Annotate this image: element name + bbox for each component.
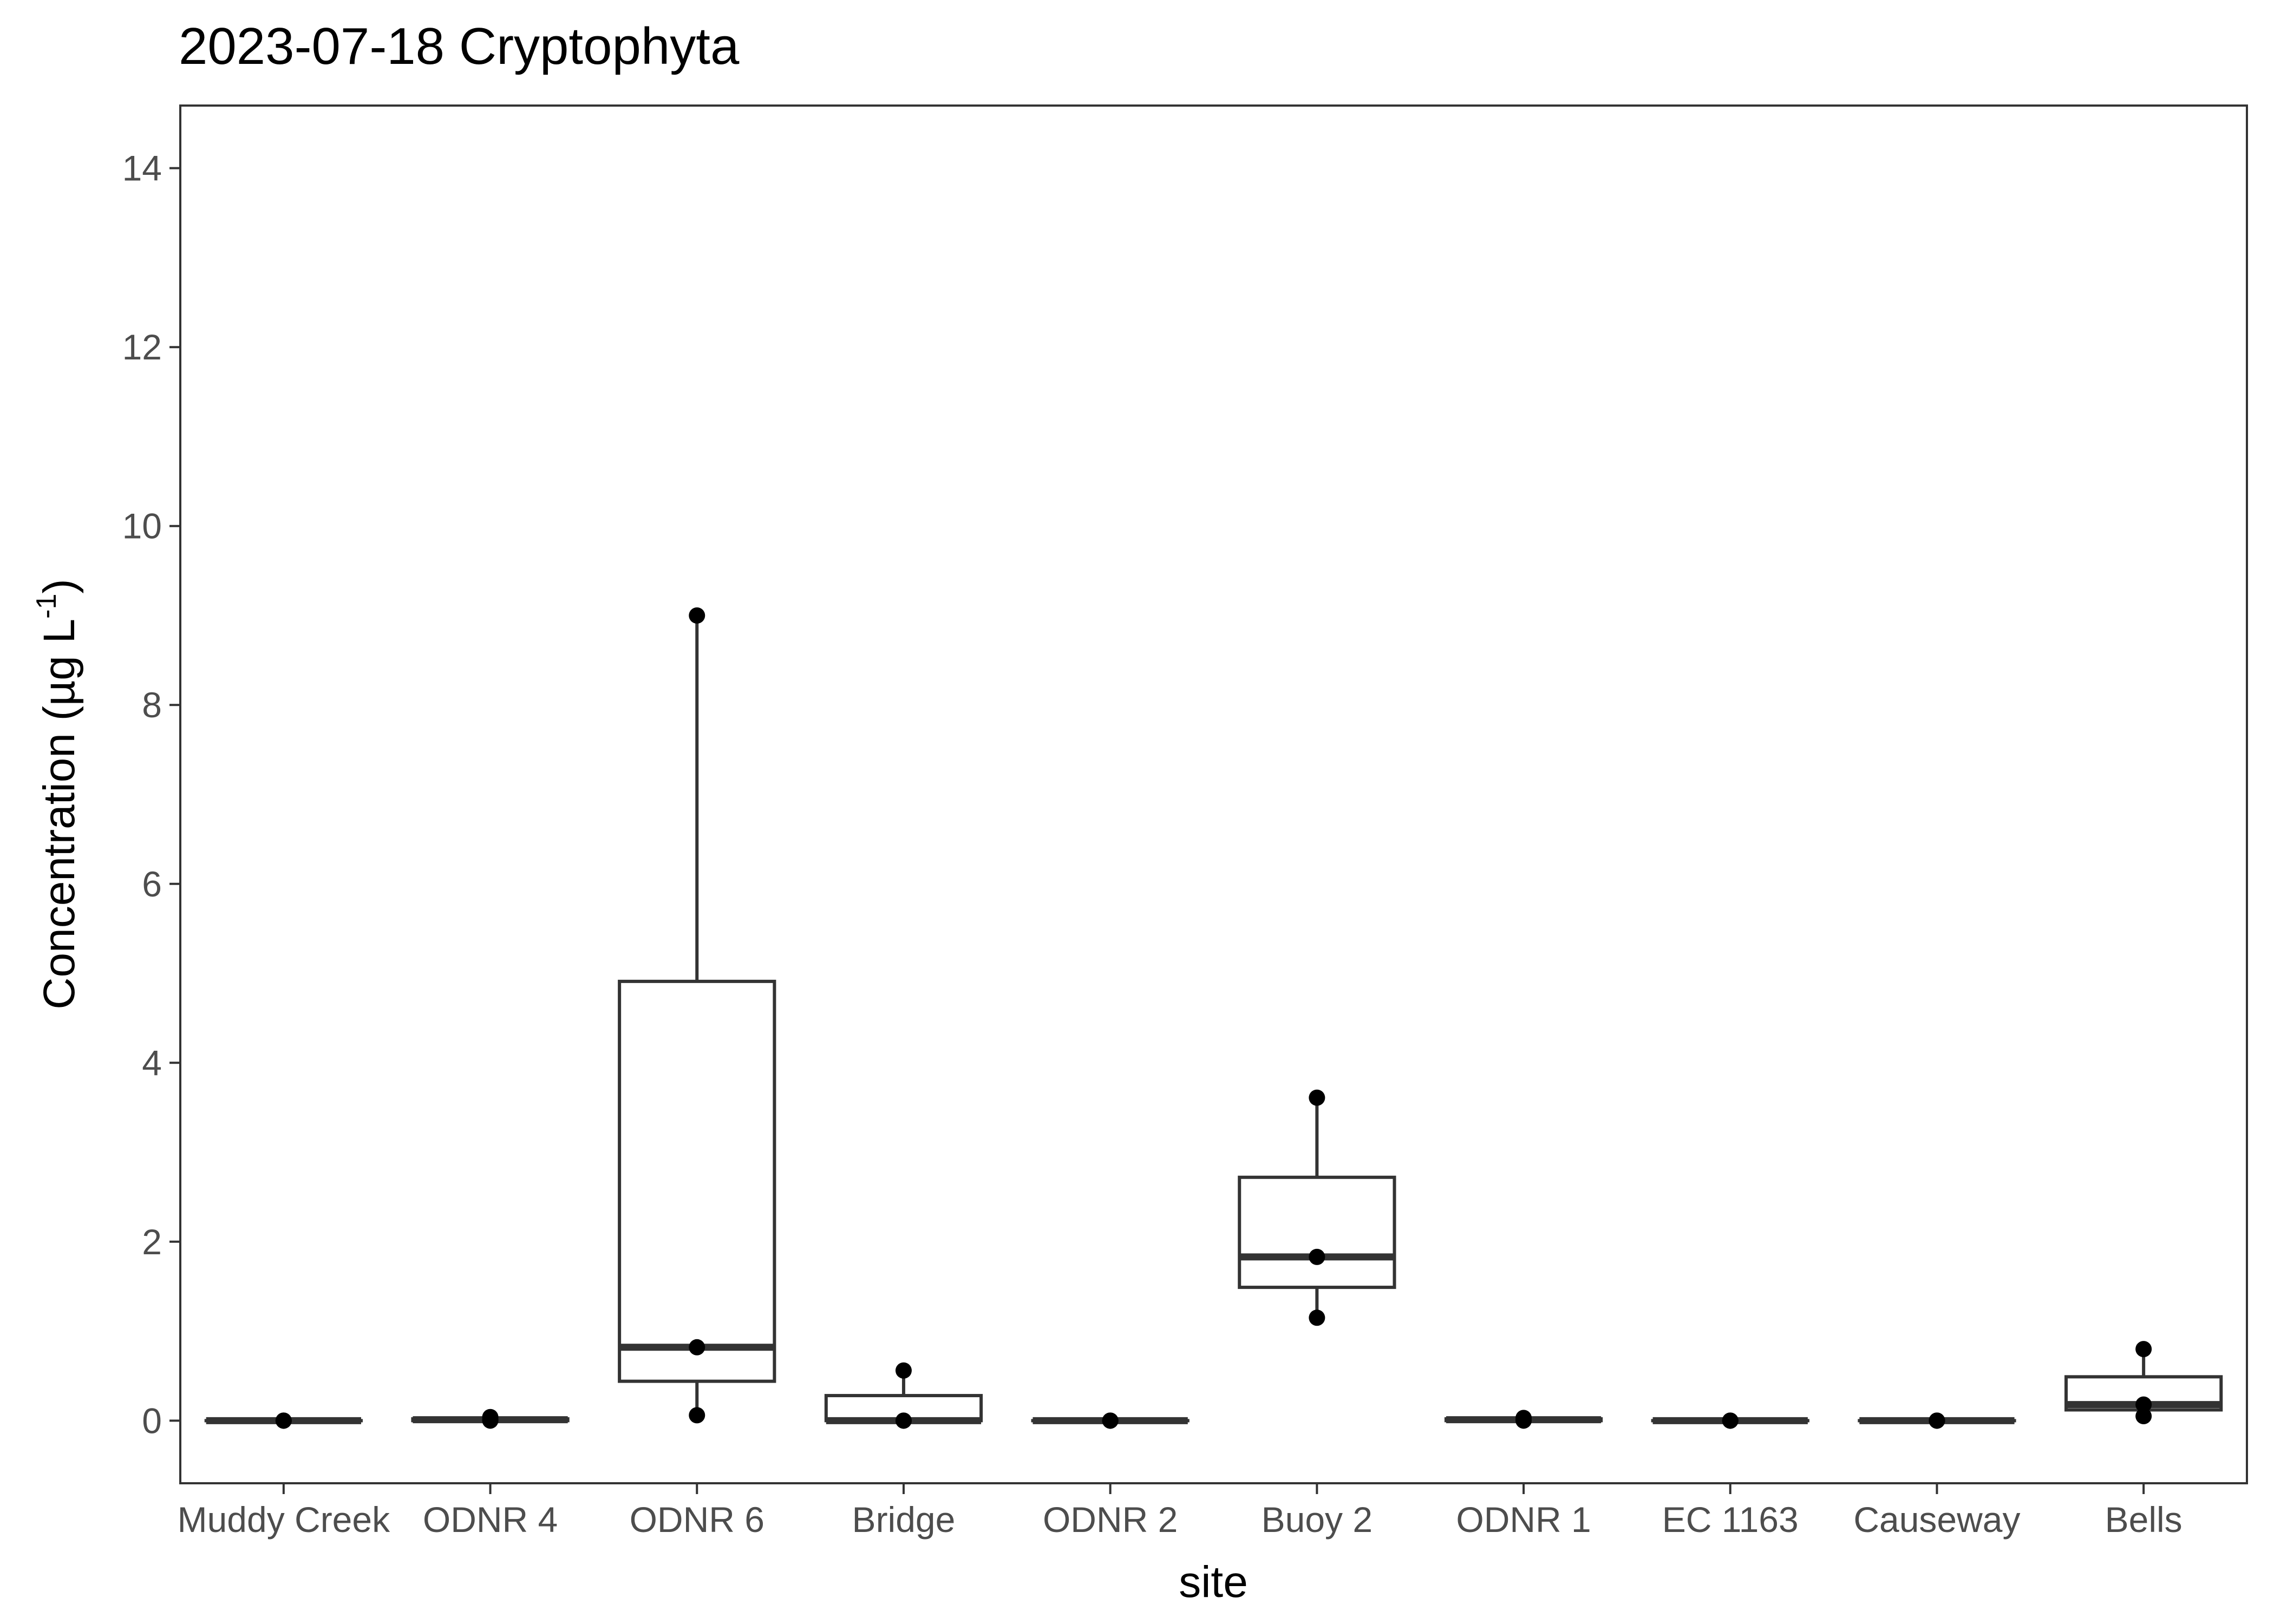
data-point — [1309, 1248, 1325, 1265]
x-tick-label: Causeway — [1853, 1499, 2020, 1540]
data-point — [1309, 1089, 1325, 1106]
box-ec-1163 — [1651, 1412, 1809, 1429]
data-point — [2135, 1396, 2152, 1413]
box-odnr-4 — [411, 1409, 570, 1429]
box-odnr-6 — [618, 607, 776, 1424]
y-tick-label: 2 — [142, 1222, 162, 1262]
data-point — [1309, 1309, 1325, 1326]
x-tick-label: Muddy Creek — [178, 1499, 390, 1540]
data-point — [689, 1407, 705, 1424]
data-point — [2135, 1408, 2152, 1425]
x-tick-label: ODNR 2 — [1043, 1499, 1178, 1540]
box-iqr — [618, 979, 776, 1383]
y-axis-title-main: Concentration (µg L — [35, 619, 84, 1010]
y-tick-label: 0 — [142, 1400, 162, 1440]
data-point — [1515, 1410, 1532, 1426]
data-point — [895, 1412, 912, 1429]
plot-panel-border — [179, 104, 2248, 1484]
data-point — [275, 1412, 292, 1429]
y-tick-label: 12 — [122, 327, 162, 367]
x-tick-label: ODNR 4 — [423, 1499, 558, 1540]
data-point — [1722, 1412, 1739, 1429]
data-point — [1102, 1412, 1119, 1429]
chart-title: 2023-07-18 Cryptophyta — [179, 17, 740, 75]
x-axis: Muddy Creek ODNR 4 ODNR 6 Bridge ODNR 2 Buoy … — [178, 1483, 2182, 1540]
y-tick-label: 4 — [142, 1043, 162, 1083]
box-odnr-1 — [1444, 1410, 1603, 1429]
box-muddy-creek — [204, 1412, 363, 1429]
y-tick-label: 6 — [142, 864, 162, 904]
box-iqr — [1238, 1175, 1396, 1289]
data-point — [2135, 1341, 2152, 1358]
y-axis-title-superscript: -1 — [31, 594, 62, 619]
x-tick-label: Bells — [2105, 1499, 2182, 1540]
x-tick-label: ODNR 6 — [630, 1499, 764, 1540]
data-point — [895, 1362, 912, 1379]
box-bridge — [824, 1362, 983, 1429]
x-axis-title: site — [1179, 1557, 1248, 1607]
y-tick-label: 14 — [122, 148, 162, 188]
box-causeway — [1858, 1412, 2016, 1429]
data-point — [482, 1409, 499, 1425]
y-axis-title: Concentration (µg L-1) — [31, 579, 84, 1009]
y-tick-label: 10 — [122, 506, 162, 546]
x-tick-label: EC 1163 — [1662, 1499, 1799, 1540]
y-tick-label: 8 — [142, 685, 162, 725]
box-buoy-2 — [1238, 1089, 1396, 1326]
data-point — [1929, 1412, 1945, 1429]
box-bells — [2064, 1341, 2223, 1425]
y-axis-title-suffix: ) — [35, 579, 84, 593]
y-axis: 0 2 4 6 8 10 12 14 — [122, 148, 180, 1440]
box-plot-series — [204, 607, 2223, 1429]
data-point — [689, 607, 705, 624]
x-tick-label: ODNR 1 — [1456, 1499, 1591, 1540]
x-tick-label: Buoy 2 — [1262, 1499, 1373, 1540]
box-odnr-2 — [1031, 1412, 1190, 1429]
x-tick-label: Bridge — [852, 1499, 956, 1540]
data-point — [689, 1339, 705, 1355]
